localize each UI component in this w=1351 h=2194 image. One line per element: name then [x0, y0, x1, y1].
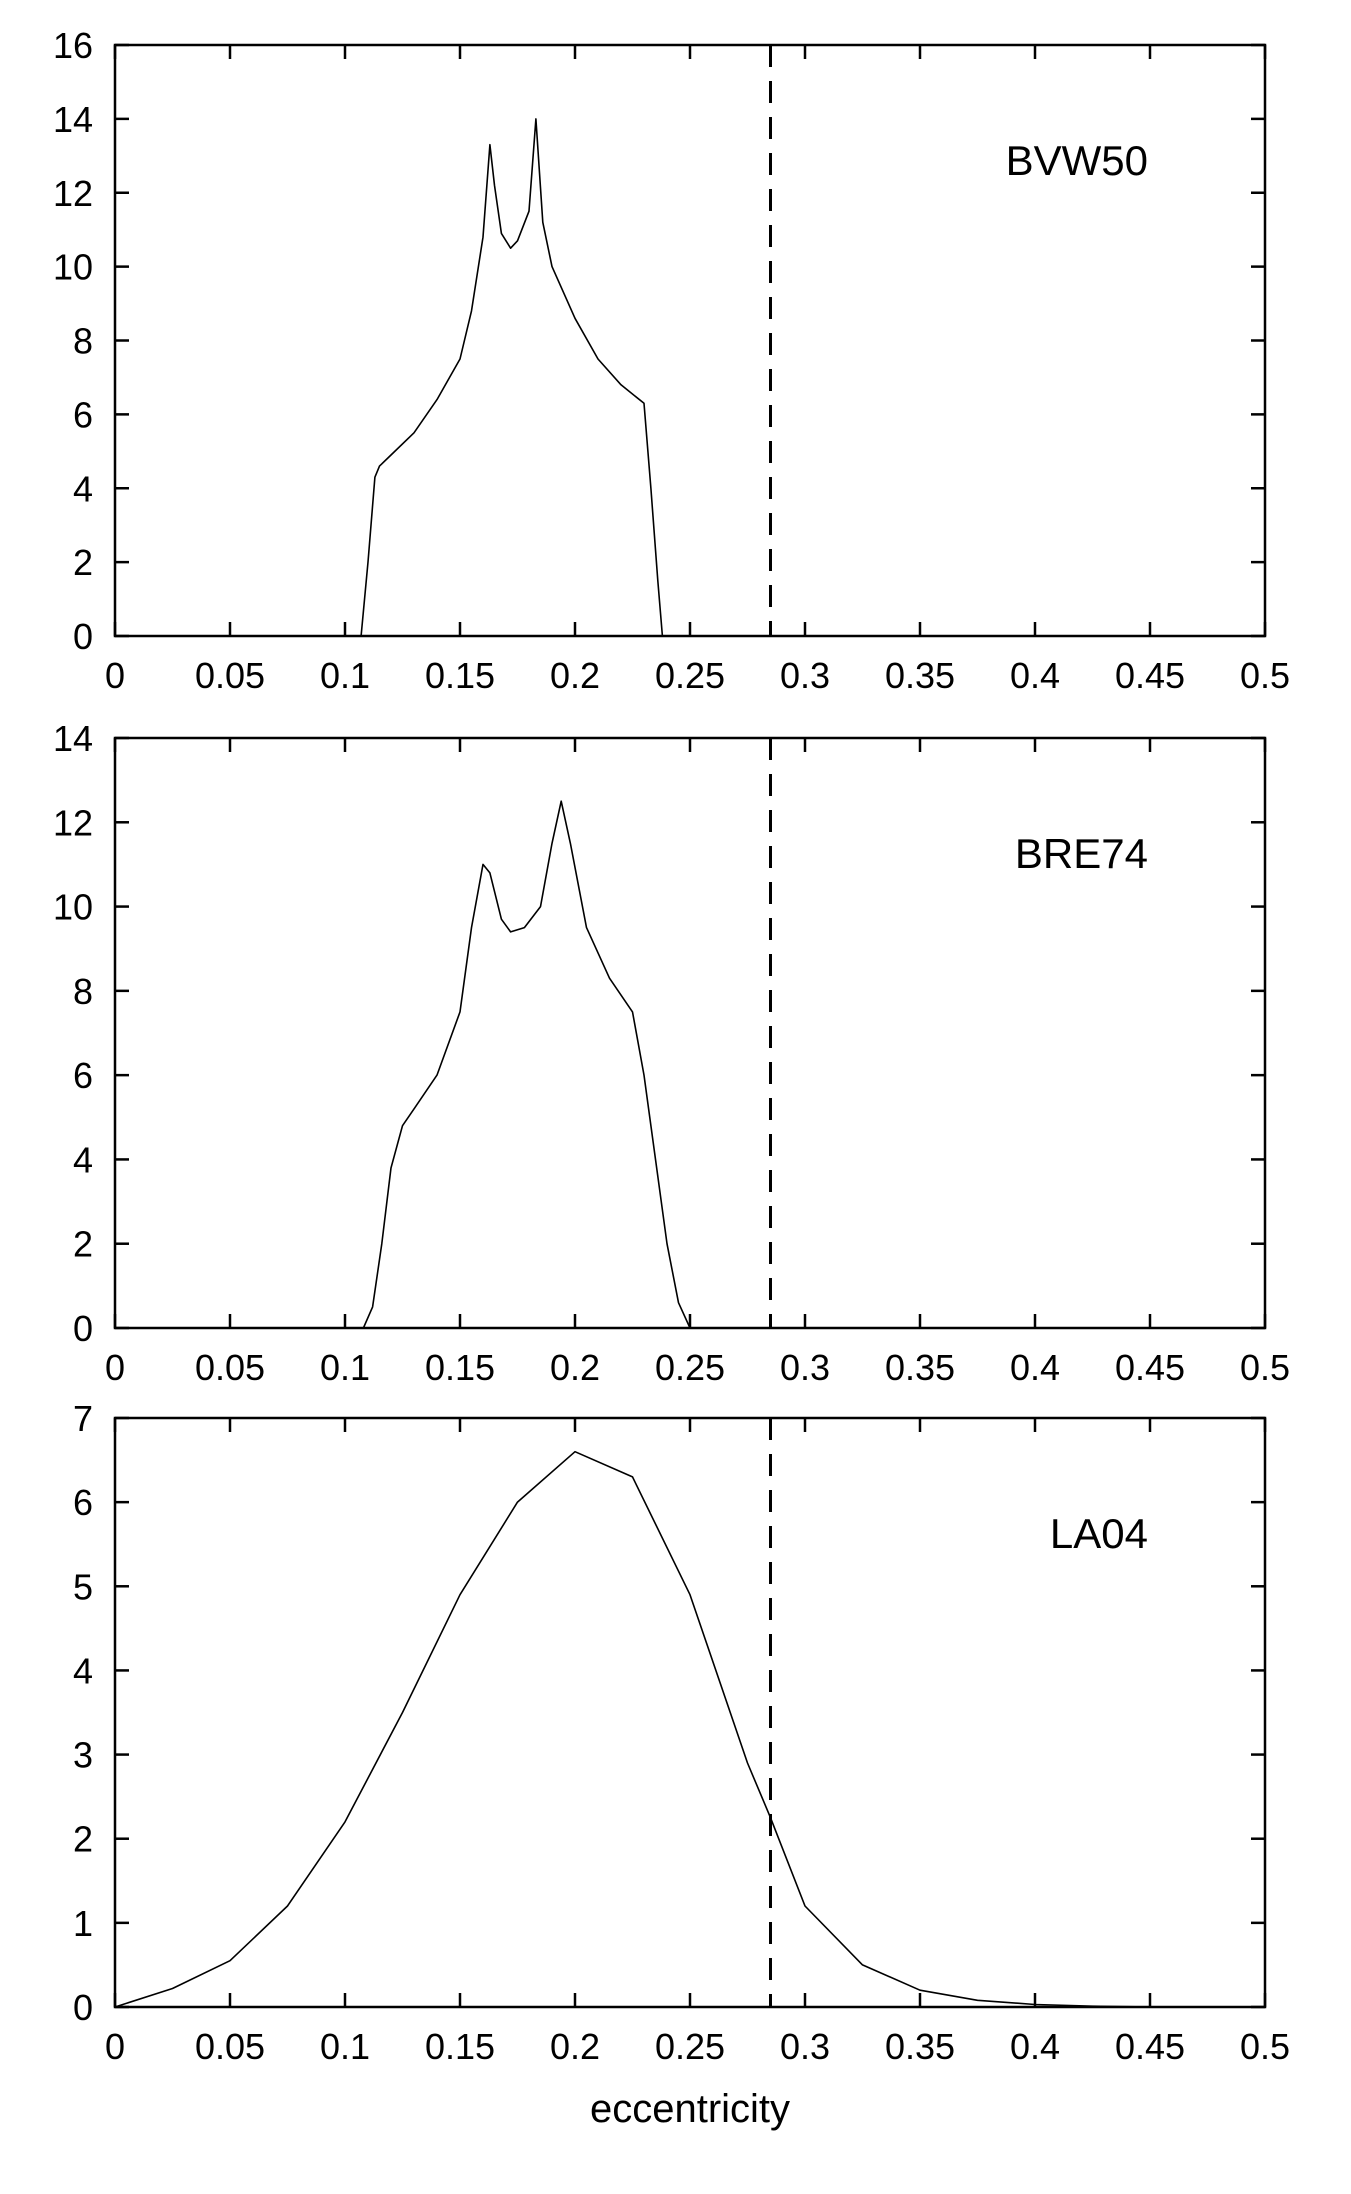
x-tick-label: 0.4	[1010, 1347, 1060, 1388]
x-tick-label: 0	[105, 2026, 125, 2067]
y-tick-label: 1	[73, 1903, 93, 1944]
panel-label: LA04	[1050, 1510, 1148, 1557]
y-tick-label: 16	[53, 25, 93, 66]
x-tick-label: 0.35	[885, 655, 955, 696]
x-tick-label: 0.3	[780, 655, 830, 696]
x-tick-label: 0.35	[885, 1347, 955, 1388]
x-tick-label: 0.45	[1115, 1347, 1185, 1388]
x-tick-label: 0.25	[655, 2026, 725, 2067]
x-tick-label: 0.15	[425, 1347, 495, 1388]
y-tick-label: 7	[73, 1398, 93, 1439]
panel-bre74: 0 2 4 6 8 10 12 14 0 0.05 0.1 0.15 0.2 0.25 0.3 0.35 0.4…	[53, 718, 1290, 1388]
x-tick-label: 0.2	[550, 655, 600, 696]
y-tick-label: 6	[73, 394, 93, 435]
x-tick-label: 0.4	[1010, 655, 1060, 696]
x-tick-label: 0.4	[1010, 2026, 1060, 2067]
x-axis-title: eccentricity	[590, 2087, 790, 2131]
y-tick-label: 8	[73, 321, 93, 362]
distribution-curve	[115, 118, 1265, 637]
panel-label: BRE74	[1015, 830, 1148, 877]
distribution-curve	[115, 800, 1265, 1329]
y-tick-label: 12	[53, 173, 93, 214]
panel-la04: 0 1 2 3 4 5 6 7 0 0.05 0.1 0.15 0.2 0.25 0.3 0.35 0.4 0.4…	[73, 1398, 1290, 2131]
x-tick-label: 0	[105, 1347, 125, 1388]
x-tick-label: 0.5	[1240, 1347, 1290, 1388]
x-tick-label: 0.15	[425, 2026, 495, 2067]
x-tick-label: 0.1	[320, 2026, 370, 2067]
y-tick-label: 2	[73, 1224, 93, 1265]
x-tick-label: 0.45	[1115, 655, 1185, 696]
x-tick-label: 0.05	[195, 2026, 265, 2067]
y-tick-label: 4	[73, 1139, 93, 1180]
y-tick-label: 5	[73, 1566, 93, 1607]
y-tick-label: 10	[53, 887, 93, 928]
y-tick-label: 14	[53, 718, 93, 759]
x-tick-label: 0.25	[655, 655, 725, 696]
y-tick-label: 8	[73, 971, 93, 1012]
x-tick-label: 0.1	[320, 655, 370, 696]
y-tick-label: 4	[73, 468, 93, 509]
y-tick-label: 14	[53, 99, 93, 140]
x-tick-label: 0.3	[780, 1347, 830, 1388]
y-tick-label: 12	[53, 802, 93, 843]
plot-frame	[113, 43, 1267, 638]
x-tick-label: 0.05	[195, 1347, 265, 1388]
x-tick-label: 0.5	[1240, 655, 1290, 696]
x-tick-label: 0.2	[550, 1347, 600, 1388]
y-tick-label: 0	[73, 616, 93, 657]
y-tick-label: 10	[53, 247, 93, 288]
x-tick-label: 0.2	[550, 2026, 600, 2067]
y-tick-label: 6	[73, 1055, 93, 1096]
plot-frame	[113, 1416, 1267, 2009]
panel-label: BVW50	[1006, 137, 1148, 184]
y-tick-label: 0	[73, 1987, 93, 2028]
y-tick-label: 2	[73, 542, 93, 583]
x-tick-label: 0.3	[780, 2026, 830, 2067]
panel-bvw50: 0 2 4 6 8 10 12 14 16 0 0.05 0.1 0.15 0.2 0.25 0.3 0.35 0…	[53, 25, 1290, 696]
x-tick-label: 0.35	[885, 2026, 955, 2067]
x-tick-label: 0.05	[195, 655, 265, 696]
plot-frame	[113, 736, 1267, 1330]
y-tick-label: 2	[73, 1819, 93, 1860]
x-tick-label: 0.5	[1240, 2026, 1290, 2067]
distribution-curve	[114, 1450, 1265, 2008]
x-tick-label: 0.15	[425, 655, 495, 696]
y-tick-label: 3	[73, 1735, 93, 1776]
x-tick-label: 0.25	[655, 1347, 725, 1388]
y-tick-label: 4	[73, 1650, 93, 1691]
y-tick-label: 0	[73, 1308, 93, 1349]
x-tick-label: 0.45	[1115, 2026, 1185, 2067]
y-tick-label: 6	[73, 1482, 93, 1523]
x-tick-label: 0.1	[320, 1347, 370, 1388]
x-tick-label: 0	[105, 655, 125, 696]
